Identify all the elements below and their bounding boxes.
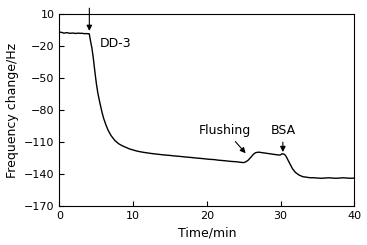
Text: BSA: BSA xyxy=(270,124,295,151)
Text: DD-3: DD-3 xyxy=(100,37,132,50)
Y-axis label: Frequency change/Hz: Frequency change/Hz xyxy=(6,42,19,178)
Text: Flushing: Flushing xyxy=(199,124,251,152)
X-axis label: Time/min: Time/min xyxy=(178,226,236,239)
